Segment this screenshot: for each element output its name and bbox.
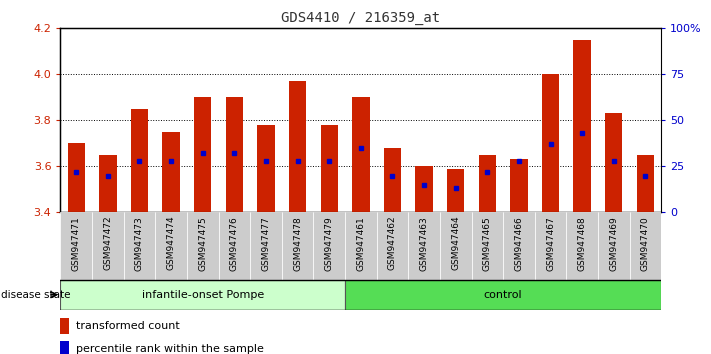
Text: GSM947467: GSM947467 <box>546 216 555 270</box>
Bar <box>124 212 155 280</box>
Bar <box>377 212 408 280</box>
Bar <box>479 155 496 212</box>
Text: GDS4410 / 216359_at: GDS4410 / 216359_at <box>282 11 440 25</box>
Text: GSM947473: GSM947473 <box>135 216 144 270</box>
Text: GSM947470: GSM947470 <box>641 216 650 270</box>
Text: GSM947479: GSM947479 <box>325 216 333 270</box>
Text: GSM947468: GSM947468 <box>577 216 587 270</box>
Bar <box>384 148 401 212</box>
Bar <box>194 97 211 212</box>
Text: GSM947466: GSM947466 <box>515 216 523 270</box>
Bar <box>408 212 440 280</box>
Bar <box>503 212 535 280</box>
Bar <box>598 212 630 280</box>
Text: GSM947465: GSM947465 <box>483 216 492 270</box>
Text: control: control <box>483 290 523 300</box>
Text: disease state: disease state <box>1 290 71 300</box>
Bar <box>567 212 598 280</box>
Bar <box>131 109 148 212</box>
Bar <box>542 74 560 212</box>
Bar <box>440 212 471 280</box>
Bar <box>155 212 187 280</box>
Text: percentile rank within the sample: percentile rank within the sample <box>76 344 264 354</box>
Text: GSM947461: GSM947461 <box>356 216 365 270</box>
Bar <box>60 212 92 280</box>
Bar <box>218 212 250 280</box>
Bar <box>68 143 85 212</box>
Bar <box>162 132 180 212</box>
Bar <box>535 212 567 280</box>
Bar <box>415 166 433 212</box>
Text: GSM947476: GSM947476 <box>230 216 239 270</box>
Bar <box>345 212 377 280</box>
Text: GSM947471: GSM947471 <box>72 216 81 270</box>
Bar <box>60 341 69 354</box>
Bar <box>60 280 345 310</box>
Bar <box>471 212 503 280</box>
Text: GSM947477: GSM947477 <box>262 216 270 270</box>
Bar <box>574 40 591 212</box>
Text: infantile-onset Pompe: infantile-onset Pompe <box>141 290 264 300</box>
Bar <box>447 169 464 212</box>
Text: transformed count: transformed count <box>76 321 180 331</box>
Text: GSM947469: GSM947469 <box>609 216 619 270</box>
Text: GSM947472: GSM947472 <box>103 216 112 270</box>
Bar <box>60 318 69 334</box>
Bar <box>510 160 528 212</box>
Bar <box>605 113 623 212</box>
Text: GSM947478: GSM947478 <box>293 216 302 270</box>
Bar <box>250 212 282 280</box>
Bar <box>99 155 117 212</box>
Bar <box>352 97 370 212</box>
Bar <box>225 97 243 212</box>
Text: GSM947462: GSM947462 <box>388 216 397 270</box>
Bar <box>187 212 218 280</box>
Bar <box>282 212 314 280</box>
Text: GSM947474: GSM947474 <box>166 216 176 270</box>
Bar <box>630 212 661 280</box>
Text: GSM947464: GSM947464 <box>451 216 460 270</box>
Text: GSM947475: GSM947475 <box>198 216 207 270</box>
Bar <box>345 280 661 310</box>
Bar <box>289 81 306 212</box>
Bar <box>637 155 654 212</box>
Text: GSM947463: GSM947463 <box>419 216 429 270</box>
Bar <box>321 125 338 212</box>
Bar <box>92 212 124 280</box>
Bar <box>314 212 345 280</box>
Bar <box>257 125 274 212</box>
